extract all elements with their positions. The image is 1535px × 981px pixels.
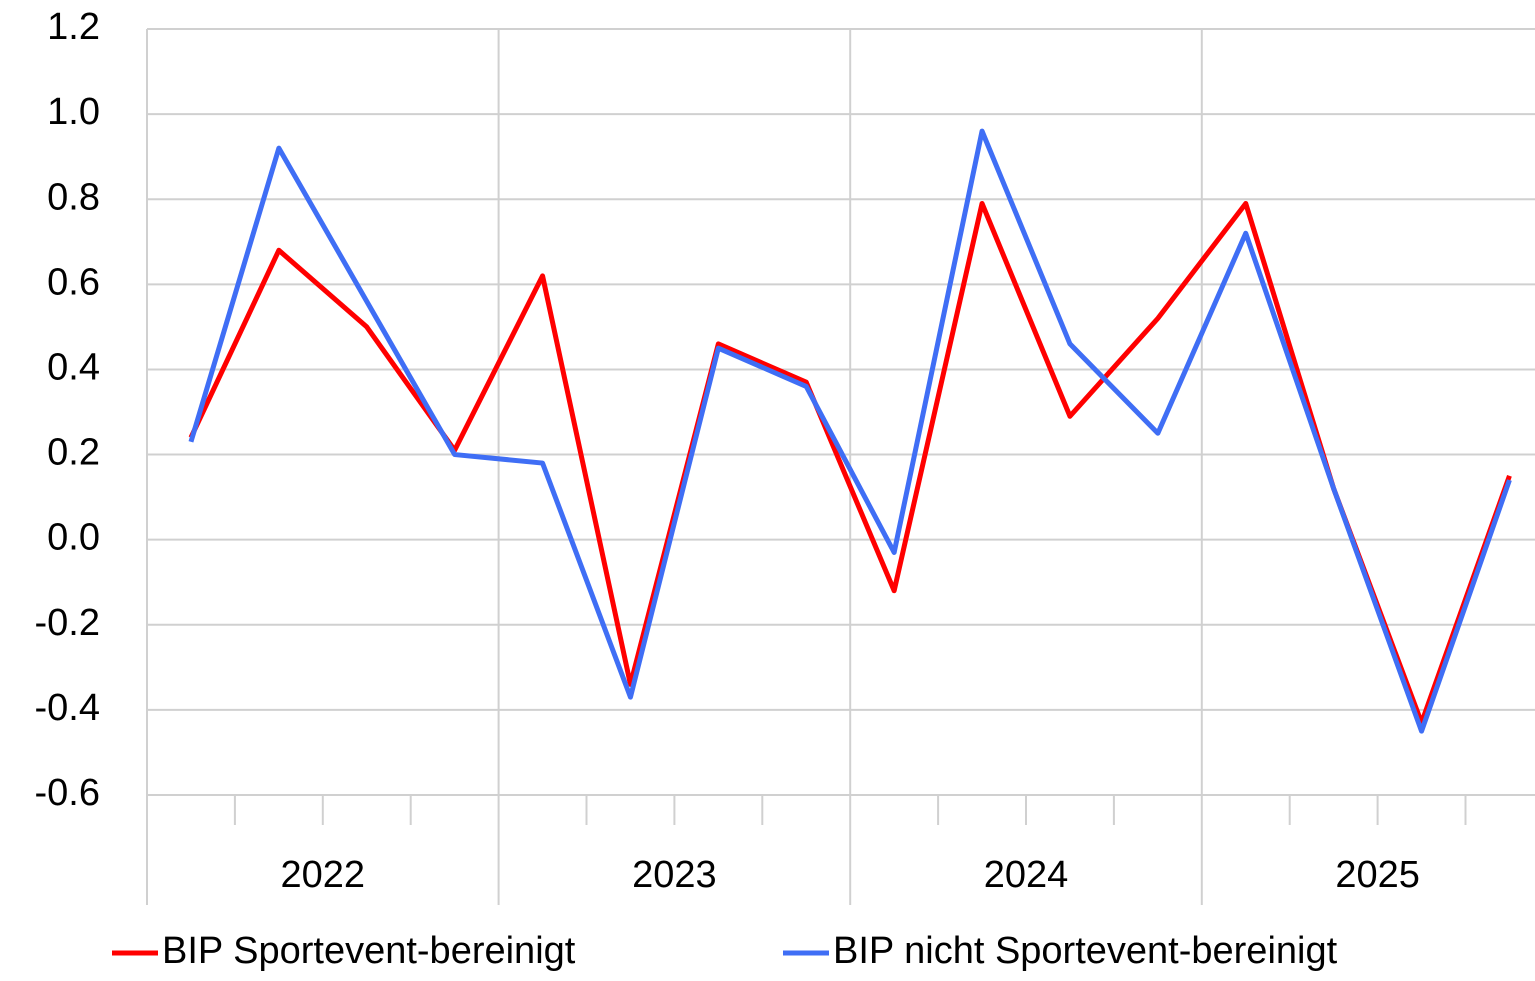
y-tick-label: 0.6 [47, 261, 100, 303]
y-tick-label: 1.0 [47, 91, 100, 133]
y-tick-label: -0.2 [35, 602, 100, 644]
y-tick-label: 0.2 [47, 432, 100, 474]
legend-label: BIP Sportevent-bereinigt [162, 930, 576, 972]
y-tick-label: -0.4 [35, 687, 100, 729]
x-group-label: 2024 [984, 854, 1069, 896]
y-tick-label: -0.6 [35, 772, 100, 814]
series-line [188, 128, 1512, 734]
series-line [188, 200, 1512, 726]
y-tick-label: 0.8 [47, 176, 100, 218]
legend-label: BIP nicht Sportevent-bereinigt [833, 930, 1338, 972]
x-group-label: 2022 [281, 854, 366, 896]
y-tick-label: 0.4 [47, 346, 100, 388]
y-tick-label: 1.2 [47, 6, 100, 48]
x-group-label: 2023 [632, 854, 717, 896]
x-group-label: 2025 [1335, 854, 1420, 896]
y-tick-label: 0.0 [47, 517, 100, 559]
